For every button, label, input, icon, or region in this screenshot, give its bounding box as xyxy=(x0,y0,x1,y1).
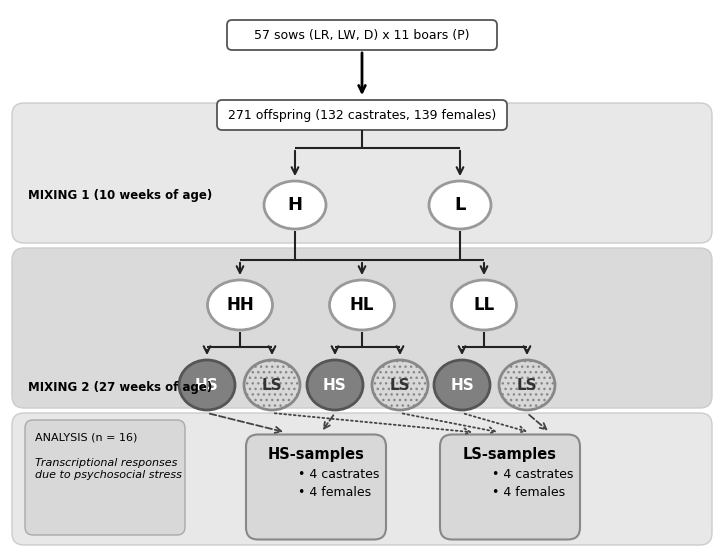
Text: HS: HS xyxy=(195,378,219,393)
Text: LS: LS xyxy=(261,378,282,393)
Text: LL: LL xyxy=(473,296,494,314)
Text: 57 sows (LR, LW, D) x 11 boars (P): 57 sows (LR, LW, D) x 11 boars (P) xyxy=(254,29,470,41)
Text: MIXING 2 (27 weeks of age): MIXING 2 (27 weeks of age) xyxy=(28,380,212,394)
FancyBboxPatch shape xyxy=(25,420,185,535)
Ellipse shape xyxy=(452,280,516,330)
Text: LS: LS xyxy=(390,378,411,393)
FancyBboxPatch shape xyxy=(217,100,507,130)
Ellipse shape xyxy=(307,360,363,410)
Text: 271 offspring (132 castrates, 139 females): 271 offspring (132 castrates, 139 female… xyxy=(228,108,496,122)
FancyBboxPatch shape xyxy=(12,413,712,545)
Ellipse shape xyxy=(179,360,235,410)
Ellipse shape xyxy=(434,360,490,410)
Text: HL: HL xyxy=(350,296,374,314)
FancyBboxPatch shape xyxy=(12,248,712,408)
Ellipse shape xyxy=(244,360,300,410)
Ellipse shape xyxy=(499,360,555,410)
Text: Transcriptional responses
due to psychosocial stress: Transcriptional responses due to psychos… xyxy=(35,458,182,479)
Ellipse shape xyxy=(372,360,428,410)
Ellipse shape xyxy=(264,181,326,229)
Text: HS-samples: HS-samples xyxy=(268,447,364,462)
Text: H: H xyxy=(287,196,303,214)
FancyBboxPatch shape xyxy=(227,20,497,50)
Text: L: L xyxy=(455,196,466,214)
Text: HS: HS xyxy=(450,378,474,393)
Text: HH: HH xyxy=(226,296,254,314)
Text: ANALYSIS (n = 16): ANALYSIS (n = 16) xyxy=(35,433,138,443)
Ellipse shape xyxy=(208,280,272,330)
Text: • 4 castrates: • 4 castrates xyxy=(492,468,573,482)
FancyBboxPatch shape xyxy=(440,435,580,540)
Text: LS-samples: LS-samples xyxy=(463,447,557,462)
Text: • 4 castrates: • 4 castrates xyxy=(298,468,379,482)
FancyBboxPatch shape xyxy=(12,103,712,243)
Ellipse shape xyxy=(429,181,491,229)
FancyBboxPatch shape xyxy=(246,435,386,540)
Text: LS: LS xyxy=(517,378,537,393)
Text: • 4 females: • 4 females xyxy=(492,487,565,499)
Text: • 4 females: • 4 females xyxy=(298,487,371,499)
Text: HS: HS xyxy=(323,378,347,393)
Text: MIXING 1 (10 weeks of age): MIXING 1 (10 weeks of age) xyxy=(28,190,212,202)
Ellipse shape xyxy=(329,280,395,330)
